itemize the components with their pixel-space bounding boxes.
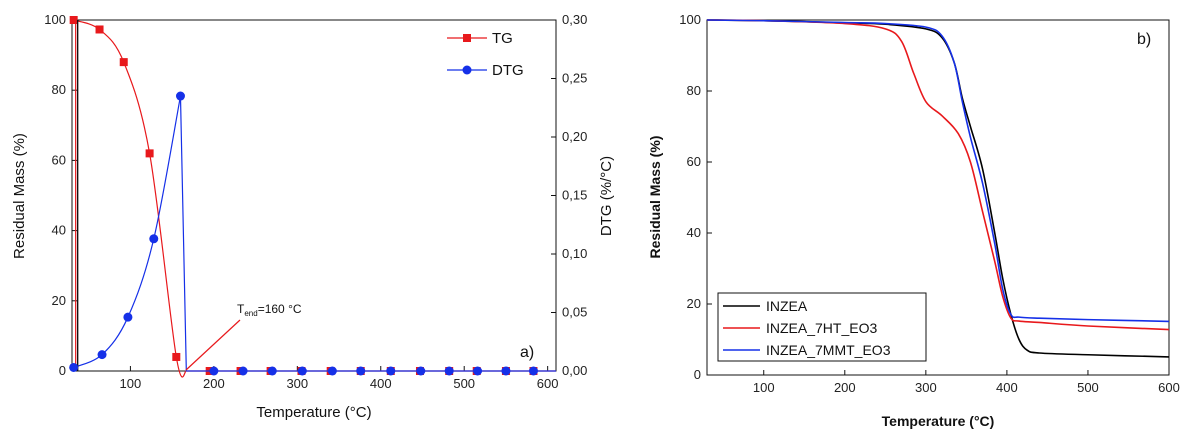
y-axis-title-a: Residual Mass (%) (11, 133, 28, 259)
x-tick-label-b-200: 200 (834, 380, 856, 395)
x-axis-title-b: Temperature (°C) (882, 413, 995, 429)
x-axis-ticks-a: 100 200 300 400 500 600 (120, 366, 559, 391)
y-tick-label-b-80: 80 (687, 83, 701, 98)
x-axis-ticks-b: 100 200 300 400 500 600 (753, 370, 1180, 395)
data-point-dtg-0 (69, 362, 79, 372)
y2-tick-label-a-0-10: 0,10 (562, 246, 587, 261)
y-axis-ticks-b: 0 20 40 60 80 100 (679, 12, 712, 382)
y2-axis-ticks-a: 0,00 0,05 0,10 0,15 0,20 0,25 0,30 (551, 12, 587, 378)
data-point-dtg-2 (123, 312, 133, 322)
series-line-inzea-7ht-eo3 (706, 19, 1170, 331)
x-tick-label-a-100: 100 (120, 376, 142, 391)
x-tick-label-b-100: 100 (753, 380, 775, 395)
y2-axis-title-a: DTG (%/°C) (598, 156, 615, 236)
data-point-tg-3 (145, 149, 154, 158)
annotation-pointer (185, 319, 241, 371)
panel-label-b: b) (1137, 31, 1151, 48)
y-tick-label-a-40: 40 (52, 223, 66, 238)
series-group-a (69, 16, 556, 378)
data-point-dtg-7 (267, 366, 277, 376)
data-point-tg-1 (95, 25, 104, 34)
data-point-dtg-16 (528, 366, 538, 376)
y-axis-ticks-a: 0 20 40 60 80 100 (44, 12, 77, 378)
chart-panel-a: 100 200 300 400 500 600 0 20 40 60 80 100 0,00 0,05… (11, 12, 615, 421)
plot-frame-a (71, 19, 557, 372)
y-tick-label-a-20: 20 (52, 293, 66, 308)
data-point-dtg-5 (209, 366, 219, 376)
x-tick-label-b-600: 600 (1158, 380, 1180, 395)
y-tick-label-b-0: 0 (694, 367, 701, 382)
data-point-dtg-3 (149, 234, 159, 244)
y-tick-label-a-80: 80 (52, 82, 66, 97)
plot-frame-b (706, 19, 1170, 376)
legend-label-inzea-7mmt-eo3: INZEA_7MMT_EO3 (766, 342, 891, 358)
y-tick-label-a-60: 60 (52, 152, 66, 167)
legend-label-dtg: DTG (492, 62, 524, 79)
series-line-tg (73, 19, 556, 378)
x-tick-label-b-500: 500 (1077, 380, 1099, 395)
data-point-tg-0 (69, 16, 78, 24)
data-point-dtg-15 (501, 366, 511, 376)
panel-label-a: a) (520, 344, 534, 361)
data-point-dtg-6 (238, 366, 248, 376)
y-axis-title-b: Residual Mass (%) (647, 136, 663, 259)
legend-label-inzea-7ht-eo3: INZEA_7HT_EO3 (766, 320, 877, 336)
data-point-dtg-10 (356, 366, 366, 376)
chart-panel-b: 100 200 300 400 500 600 0 20 40 60 80 100 b) INZEA… (647, 12, 1180, 429)
x-tick-label-a-200: 200 (203, 376, 225, 391)
data-point-dtg-9 (327, 366, 337, 376)
data-point-dtg-14 (473, 366, 483, 376)
data-point-dtg-12 (416, 366, 426, 376)
x-axis-title-a: Temperature (°C) (256, 404, 371, 421)
x-tick-label-a-400: 400 (370, 376, 392, 391)
y2-tick-label-a-0-15: 0,15 (562, 188, 587, 203)
x-tick-label-a-500: 500 (453, 376, 475, 391)
legend-swatch-dtg-marker (462, 65, 472, 75)
x-tick-label-b-400: 400 (996, 380, 1018, 395)
legend-b: INZEA INZEA_7HT_EO3 INZEA_7MMT_EO3 (717, 292, 927, 362)
legend-swatch-tg-marker (463, 34, 471, 42)
y-tick-label-b-40: 40 (687, 225, 701, 240)
data-point-dtg-13 (444, 366, 454, 376)
data-point-dtg-1 (97, 350, 107, 360)
legend-label-inzea: INZEA (766, 298, 808, 314)
y2-tick-label-a-0-05: 0,05 (562, 305, 587, 320)
annotation-text: Tend=160 °C (237, 302, 302, 318)
data-point-dtg-11 (386, 366, 396, 376)
series-line-inzea-7mmt-eo3 (706, 19, 1170, 323)
legend-label-tg: TG (492, 30, 513, 47)
y2-tick-label-a-0-30: 0,30 (562, 12, 587, 27)
series-group-b (706, 19, 1170, 358)
data-point-dtg-4 (175, 91, 185, 101)
data-point-tg-2 (119, 58, 128, 67)
y2-tick-label-a-0-20: 0,20 (562, 129, 587, 144)
x-tick-label-a-300: 300 (286, 376, 308, 391)
y-tick-label-b-60: 60 (687, 154, 701, 169)
data-point-dtg-8 (297, 366, 307, 376)
data-point-tg-4 (172, 352, 181, 361)
x-tick-label-b-300: 300 (915, 380, 937, 395)
legend-a: TG DTG (447, 30, 524, 79)
y2-tick-label-a-0-00: 0,00 (562, 363, 587, 378)
x-tick-label-a-600: 600 (537, 376, 559, 391)
y-tick-label-b-100: 100 (679, 12, 701, 27)
y-tick-label-b-20: 20 (687, 296, 701, 311)
y-tick-label-a-100: 100 (44, 12, 66, 27)
y-tick-label-a-0: 0 (59, 363, 66, 378)
y2-tick-label-a-0-25: 0,25 (562, 71, 587, 86)
